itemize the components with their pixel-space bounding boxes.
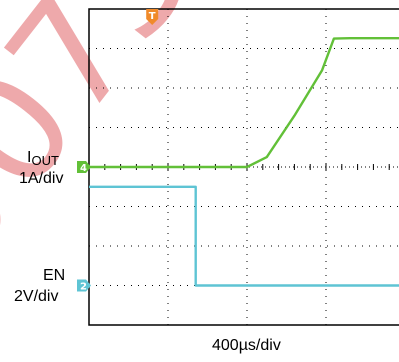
- iout-axis-label: IOUT 1A/div: [19, 149, 63, 187]
- time-scale-label: 400µs/div: [212, 337, 281, 354]
- iout-marker-shape: [77, 161, 91, 173]
- trigger-marker-shape: [146, 9, 159, 25]
- en-trace: [89, 185, 399, 287]
- trigger-marker: T: [146, 9, 159, 25]
- iout-scale-label: 1A/div: [19, 170, 63, 187]
- iout-marker-number: 4: [80, 163, 87, 174]
- iout-ground-marker: 4: [77, 161, 91, 174]
- plot-traces: [89, 37, 399, 287]
- iout-trace: [89, 37, 399, 169]
- en-axis-label: EN 2V/div: [14, 267, 65, 305]
- watermark: 90731: [0, 0, 287, 297]
- watermark-text: 90731: [0, 0, 287, 297]
- iout-label-main: I: [27, 149, 31, 166]
- trigger-marker-letter: T: [149, 11, 156, 22]
- en-ground-marker: 2: [77, 279, 91, 293]
- iout-label-sub: OUT: [31, 153, 59, 168]
- en-label-main: EN: [43, 267, 65, 284]
- en-marker-number: 2: [80, 282, 87, 293]
- svg-text:IOUT: IOUT: [27, 149, 59, 168]
- channel-markers: 4 2 T: [77, 9, 159, 293]
- en-scale-label: 2V/div: [14, 288, 58, 305]
- en-marker-shape: [77, 279, 91, 292]
